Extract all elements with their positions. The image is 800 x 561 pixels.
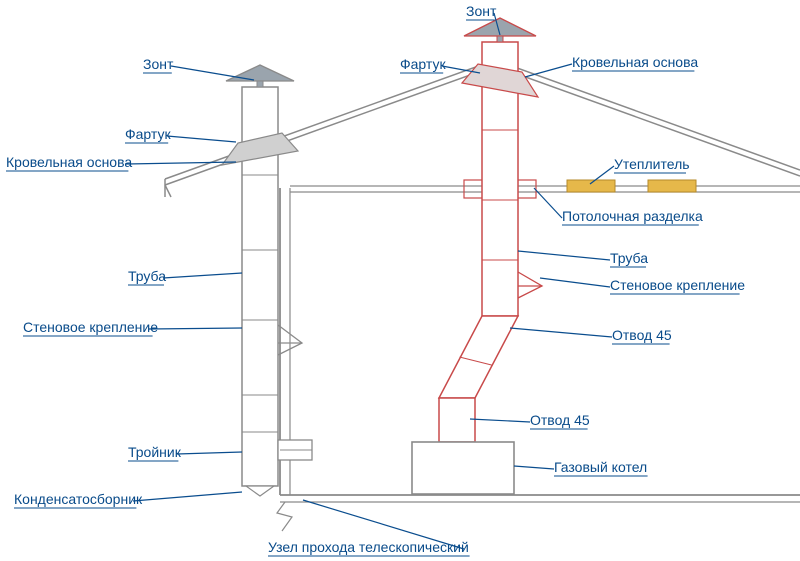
label-krov_r: Кровельная основа: [572, 55, 698, 70]
label-kotel: Газовый котел: [554, 460, 647, 475]
label-kondensat: Конденсатосборник: [14, 492, 142, 507]
label-zont_r: Зонт: [466, 4, 496, 19]
label-fartuk_l: Фартук: [125, 127, 171, 142]
label-krov_l: Кровельная основа: [6, 155, 132, 170]
label-sten_r: Стеновое крепление: [610, 278, 745, 293]
label-otvod1: Отвод 45: [612, 328, 672, 343]
label-sten_l: Стеновое крепление: [23, 320, 158, 335]
label-zont_l: Зонт: [143, 57, 173, 72]
label-fartuk_r: Фартук: [400, 57, 446, 72]
label-otvod2: Отвод 45: [530, 413, 590, 428]
label-uzel: Узел прохода телескопический: [268, 540, 469, 555]
label-truba_l: Труба: [128, 269, 166, 284]
diagram-stage: Зонт Фартук Кровельная основа Зонт Фартук Кро…: [0, 0, 800, 561]
label-troynik: Тройник: [128, 445, 181, 460]
label-utepl: Утеплитель: [614, 157, 690, 172]
label-potolok: Потолочная разделка: [562, 209, 703, 224]
label-truba_r: Труба: [610, 251, 648, 266]
